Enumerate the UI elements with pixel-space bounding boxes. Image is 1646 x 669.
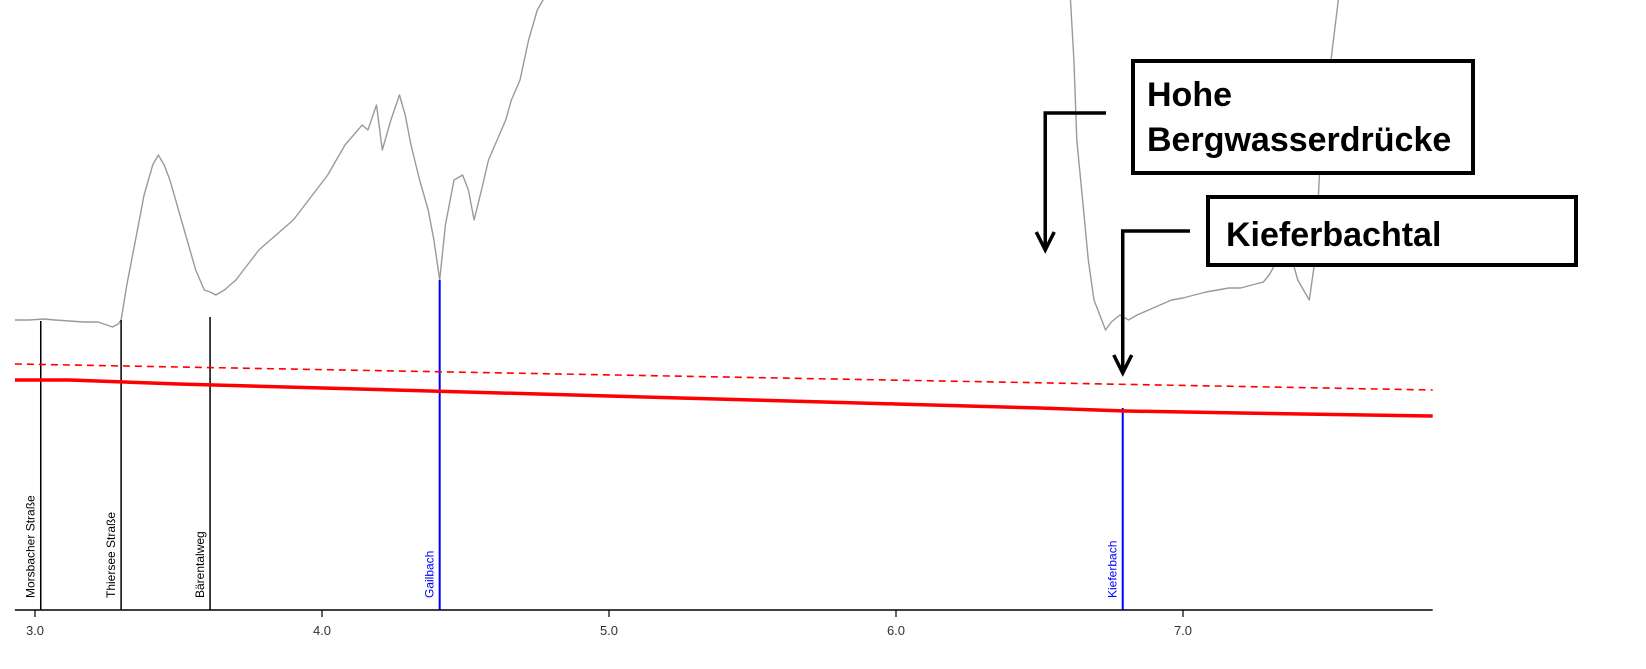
callout-kieferbachtal: Kieferbachtal <box>1206 195 1578 267</box>
plot-area: Morsbacher Straße Thiersee Straße Bärental… <box>14 0 1433 638</box>
tunnel-line <box>14 378 1433 418</box>
arrow-high-water-pressure-head <box>1034 231 1056 254</box>
tunnel-dashed-line <box>14 363 1433 391</box>
callout-high-water-pressure-line1: Hohe <box>1147 76 1232 114</box>
callout-kieferbachtal-label: Kieferbachtal <box>1226 216 1442 254</box>
feature-label-0: Morsbacher Straße <box>24 495 38 598</box>
arrow-kieferbachtal-line <box>1120 229 1190 373</box>
arrow-high-water-pressure-line <box>1043 111 1106 250</box>
feature-label-1: Thiersee Straße <box>104 512 118 598</box>
x-tick-label-3: 6.0 <box>887 623 905 638</box>
arrow-kieferbachtal-head <box>1112 354 1134 377</box>
x-tick-label-2: 5.0 <box>600 623 618 638</box>
x-tick-label-0: 3.0 <box>26 623 44 638</box>
terrain-profile-line <box>14 0 544 328</box>
callout-high-water-pressure-line2: Bergwasserdrücke <box>1147 120 1452 159</box>
feature-label-4: Kieferbach <box>1106 541 1120 598</box>
x-tick-label-4: 7.0 <box>1174 623 1192 638</box>
x-tick-label-1: 4.0 <box>313 623 331 638</box>
feature-label-2: Bärentalweg <box>193 531 207 598</box>
callout-high-water-pressure: Hohe Bergwasserdrücke <box>1131 59 1475 175</box>
feature-label-3: Gailbach <box>423 551 437 598</box>
